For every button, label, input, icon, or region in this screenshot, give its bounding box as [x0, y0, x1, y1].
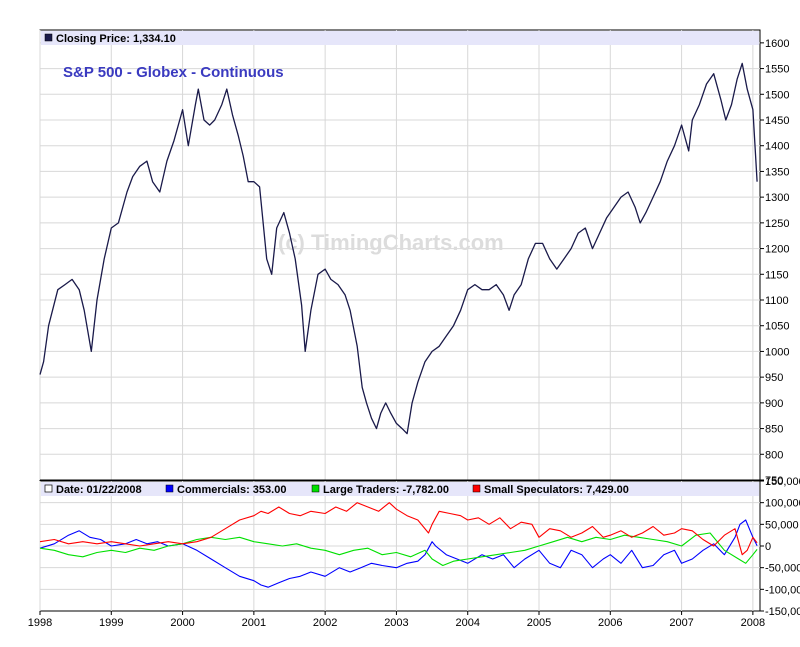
price-y-tick-label: 1600 — [765, 38, 789, 50]
x-tick-label: 2008 — [741, 617, 765, 629]
price-y-tick-label: 800 — [765, 449, 783, 461]
x-tick-label: 2007 — [669, 617, 693, 629]
cot-y-tick-label: 100,000 — [765, 498, 800, 510]
small-speculators-series-line — [39, 502, 758, 556]
large-traders-legend-swatch — [311, 484, 320, 493]
price-header-bar — [41, 31, 759, 45]
small-speculators-label: Small Speculators: 7,429.00 — [484, 484, 629, 496]
cot-y-axis: -150,000 -100,000 -50,000 0 50,000 100,000 150… — [760, 476, 800, 618]
cot-y-tick-label: 150,000 — [765, 476, 800, 488]
price-series-line — [39, 62, 758, 435]
price-y-tick-label: 1450 — [765, 115, 789, 127]
price-y-tick-label: 1350 — [765, 166, 789, 178]
price-y-tick-label: 850 — [765, 424, 783, 436]
price-y-tick-label: 1500 — [765, 89, 789, 101]
x-tick-label: 2001 — [242, 617, 266, 629]
price-plot-area — [39, 29, 761, 481]
x-tick-label: 2003 — [384, 617, 408, 629]
x-tick-label: 1998 — [28, 617, 52, 629]
price-y-tick-label: 750 — [765, 475, 783, 487]
price-y-tick-label: 1050 — [765, 321, 789, 333]
x-axis: 1998 1999 2000 2001 2002 2003 2004 2005 2006 2007… — [28, 611, 765, 629]
commercials-legend-swatch — [165, 484, 174, 493]
x-tick-label: 1999 — [99, 617, 123, 629]
large-traders-label: Large Traders: -7,782.00 — [323, 484, 449, 496]
price-y-axis: 750 800 850 900 950 1000 1050 1100 1150 1200 1250 1… — [760, 38, 789, 487]
date-label: Date: 01/22/2008 — [56, 484, 142, 496]
cot-y-tick-label: 50,000 — [765, 519, 799, 531]
price-y-tick-label: 1100 — [765, 295, 789, 307]
cot-y-tick-label: 0 — [765, 541, 771, 553]
x-tick-label: 2005 — [527, 617, 551, 629]
small-speculators-legend-swatch — [472, 484, 481, 493]
x-tick-label: 2004 — [455, 617, 479, 629]
price-panel: Closing Price: 1,334.10 (c) TimingCharts… — [39, 29, 789, 487]
price-header-label: Closing Price: 1,334.10 — [56, 33, 176, 45]
price-y-tick-label: 1550 — [765, 64, 789, 76]
price-y-tick-label: 1000 — [765, 346, 789, 358]
price-y-tick-label: 1400 — [765, 141, 789, 153]
x-tick-label: 2002 — [313, 617, 337, 629]
chart-title: S&P 500 - Globex - Continuous — [63, 64, 284, 81]
price-y-tick-label: 950 — [765, 372, 783, 384]
price-grid — [39, 30, 760, 480]
price-y-tick-label: 1250 — [765, 218, 789, 230]
price-y-tick-label: 900 — [765, 398, 783, 410]
watermark: (c) TimingCharts.com — [278, 230, 504, 255]
price-y-tick-label: 1300 — [765, 192, 789, 204]
price-y-tick-label: 1200 — [765, 244, 789, 256]
x-tick-label: 2006 — [598, 617, 622, 629]
commercials-label: Commercials: 353.00 — [177, 484, 286, 496]
cot-panel: Date: 01/22/2008 Commercials: 353.00 Lar… — [39, 476, 800, 618]
price-y-tick-label: 1150 — [765, 269, 789, 281]
cot-y-tick-label: -150,000 — [765, 606, 800, 618]
cot-y-tick-label: -50,000 — [765, 563, 800, 575]
large-traders-series-line — [39, 532, 758, 567]
cot-header-bar — [41, 482, 759, 496]
price-legend-swatch — [44, 33, 53, 42]
x-tick-label: 2000 — [170, 617, 194, 629]
date-legend-swatch — [44, 484, 53, 493]
cot-y-tick-label: -100,000 — [765, 584, 800, 596]
